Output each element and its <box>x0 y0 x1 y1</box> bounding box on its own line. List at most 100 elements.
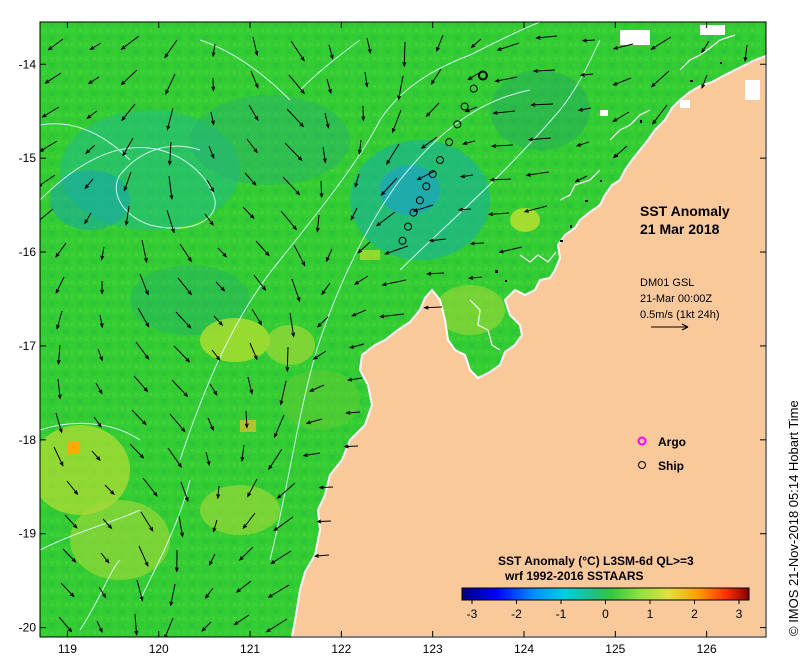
current-arrow <box>96 620 103 633</box>
ship-track <box>398 70 488 245</box>
isotherm-contours <box>40 22 601 631</box>
ship-position-marker <box>409 208 418 217</box>
current-arrow-head <box>535 35 541 40</box>
current-arrow-head <box>249 389 254 395</box>
current-arrow <box>288 74 305 94</box>
current-arrow-head <box>494 78 500 83</box>
current-arrow-head <box>325 123 330 129</box>
y-tick-label: -16 <box>19 245 37 259</box>
current-arrow <box>164 617 174 637</box>
current-arrow-head <box>315 227 320 233</box>
current-arrow <box>57 378 61 399</box>
current-arrow-head <box>73 490 79 496</box>
current-arrow <box>380 313 405 318</box>
current-arrow-head <box>348 344 355 349</box>
current-arrow <box>357 241 371 254</box>
current-arrow <box>268 448 283 470</box>
current-arrow <box>204 213 214 226</box>
colorbar-tick-label: -1 <box>556 607 567 621</box>
current-arrow-head <box>210 425 214 432</box>
current-arrow <box>139 273 149 295</box>
current-arrow <box>319 486 334 489</box>
current-arrow-head <box>169 601 174 607</box>
current-arrow <box>121 103 136 121</box>
current-arrow-head <box>612 117 618 123</box>
current-arrow <box>524 205 548 213</box>
current-arrow-head <box>213 390 218 396</box>
current-arrow-head <box>425 271 432 276</box>
current-arrow-head <box>180 427 186 433</box>
current-arrow <box>303 452 321 457</box>
current-arrow-head <box>216 493 221 500</box>
current-arrow <box>207 417 214 431</box>
current-arrow-head <box>71 557 77 563</box>
current-arrow <box>179 243 192 262</box>
x-tick-label: 123 <box>423 642 443 656</box>
current-arrow-head <box>212 527 217 533</box>
current-scale: 0.5m/s (1kt 24h) <box>640 309 719 321</box>
current-arrow-head <box>357 149 362 155</box>
current-arrow-head <box>420 144 426 149</box>
current-arrow-head <box>276 494 282 499</box>
current-arrow <box>136 579 143 601</box>
current-arrow <box>99 314 103 328</box>
current-arrow-head <box>575 142 582 147</box>
current-arrow <box>424 306 443 309</box>
current-arrow <box>576 141 590 147</box>
current-arrow-head <box>98 389 103 395</box>
current-arrow <box>286 346 289 371</box>
current-arrow-head <box>322 158 327 164</box>
current-arrow <box>211 349 221 361</box>
current-arrow <box>366 37 371 53</box>
current-arrow-head <box>69 592 75 598</box>
current-arrow-head <box>462 141 468 146</box>
current-arrow-head <box>492 110 498 115</box>
current-arrow-head <box>249 214 255 220</box>
current-arrow <box>315 554 330 557</box>
current-arrow-head <box>469 241 475 246</box>
current-arrow <box>531 103 554 106</box>
coast-detail <box>469 34 736 351</box>
ship-position-marker <box>460 102 469 111</box>
current-arrow-head <box>265 251 270 257</box>
current-arrow-head <box>612 45 619 50</box>
current-arrow-head <box>100 289 105 295</box>
current-arrow-head <box>67 627 73 633</box>
ship-position-marker <box>428 170 437 179</box>
current-arrow <box>495 76 518 82</box>
current-arrow <box>85 144 96 154</box>
current-arrow <box>436 34 444 52</box>
current-arrow <box>251 308 262 325</box>
current-arrow <box>255 240 270 256</box>
current-arrow-head <box>55 288 60 295</box>
current-arrow-head <box>187 290 193 296</box>
current-arrow-head <box>170 228 175 234</box>
current-arrow-head <box>487 212 494 217</box>
current-arrow-head <box>350 215 355 221</box>
current-arrow <box>471 38 482 48</box>
current-arrow-head <box>144 561 149 568</box>
colorbar-tick-label: -3 <box>467 607 478 621</box>
current-arrow <box>55 276 65 294</box>
current-arrow-head <box>220 286 226 292</box>
current-arrow-head <box>110 490 115 496</box>
current-arrow-head <box>321 290 326 296</box>
current-arrow <box>170 583 176 606</box>
current-arrow-head <box>464 108 470 113</box>
current-arrow <box>134 613 138 635</box>
current-arrow <box>242 206 255 219</box>
current-arrow <box>138 545 149 567</box>
current-arrow-head <box>391 128 396 134</box>
current-arrow <box>129 443 144 459</box>
ship-position-marker <box>398 236 407 245</box>
current-arrow <box>266 618 288 633</box>
current-time: 21-Mar 00:00Z <box>640 293 712 305</box>
current-arrow-head <box>120 45 126 50</box>
current-arrow-head <box>300 89 305 95</box>
current-arrow <box>64 514 78 529</box>
current-arrow <box>56 310 63 329</box>
current-arrow-head <box>425 112 431 118</box>
current-arrow <box>282 176 300 195</box>
current-arrow-head <box>89 45 95 51</box>
current-arrow <box>346 411 361 414</box>
